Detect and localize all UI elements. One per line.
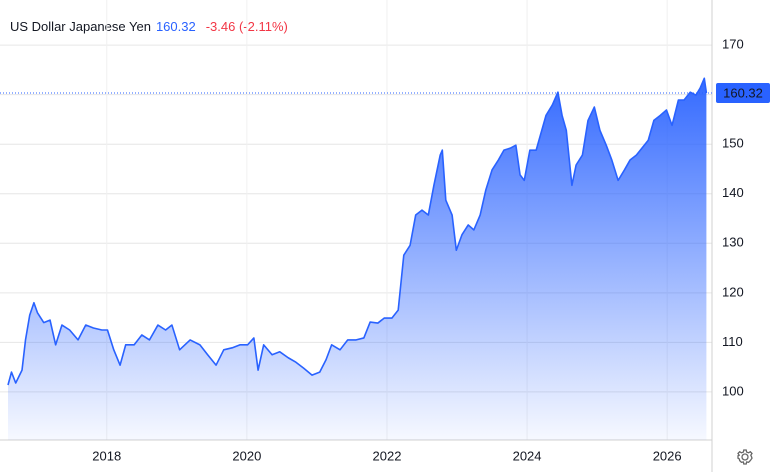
price-line xyxy=(7,77,708,386)
y-tick-label: 110 xyxy=(722,334,743,349)
x-tick-label: 2020 xyxy=(232,448,261,463)
y-tick-label: 100 xyxy=(722,383,744,398)
settings-icon[interactable] xyxy=(737,449,753,465)
x-tick-label: 2018 xyxy=(92,448,121,463)
header-price: 160.32 xyxy=(156,19,196,34)
last-price-badge xyxy=(716,83,770,104)
y-tick-label: 170 xyxy=(722,37,744,52)
y-tick-label: 120 xyxy=(722,284,744,299)
settings-icon-hub[interactable] xyxy=(741,453,749,461)
y-tick-label: 140 xyxy=(722,185,744,200)
header: US Dollar Japanese Yen 160.32 -3.46 (-2.11… xyxy=(10,19,288,34)
x-tick-label: 2024 xyxy=(513,448,542,463)
x-tick-label: 2026 xyxy=(653,448,682,463)
last-price-label: 160.32 xyxy=(723,85,763,100)
x-tick-label: 2022 xyxy=(373,448,402,463)
chart-title: US Dollar Japanese Yen xyxy=(10,19,151,34)
y-tick-label: 150 xyxy=(722,136,744,151)
settings-icon-gear[interactable] xyxy=(737,449,753,465)
area-fill xyxy=(8,78,707,440)
y-tick-label: 130 xyxy=(722,235,744,250)
